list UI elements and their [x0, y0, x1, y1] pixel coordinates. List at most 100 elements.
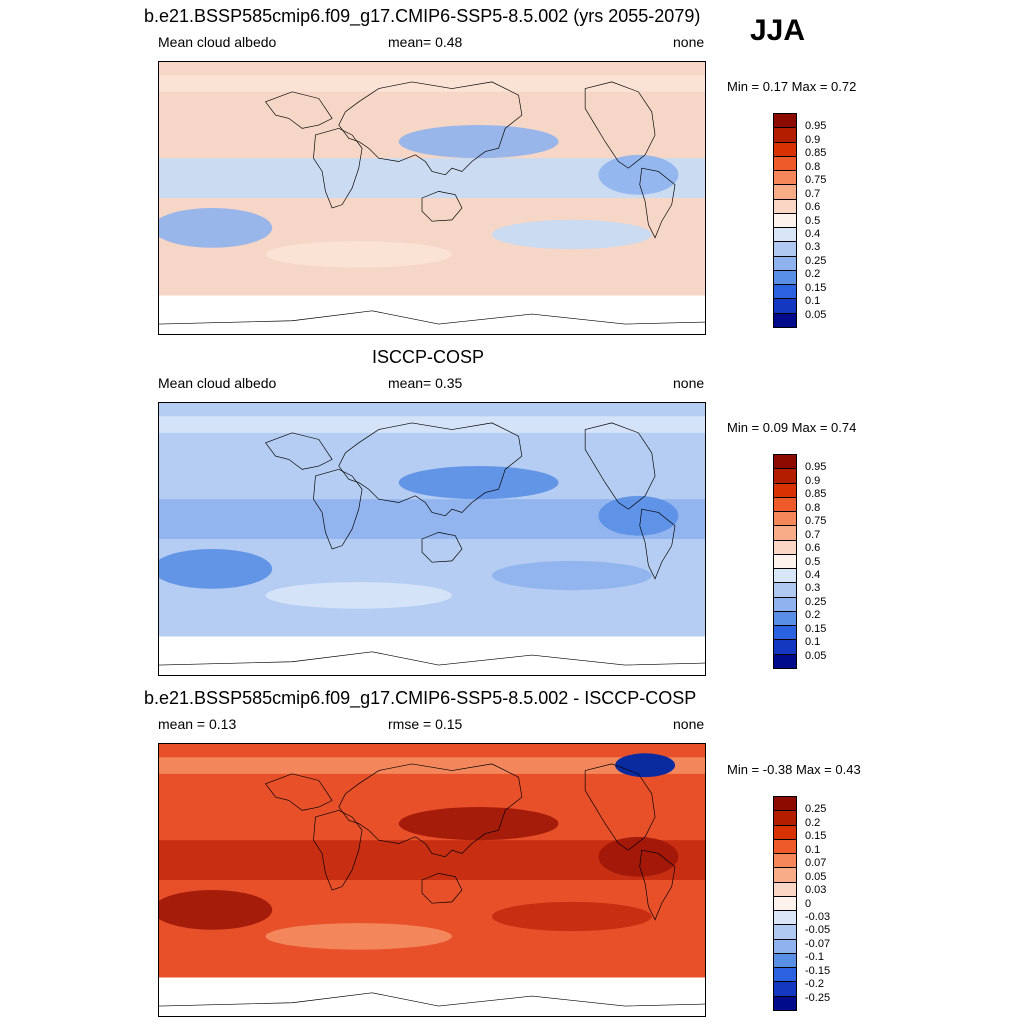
colorbar-swatch: [774, 285, 796, 300]
colorbar-swatch: [774, 156, 796, 172]
colorbar-tick-label: -0.15: [805, 964, 831, 977]
colorbar-swatch: [774, 797, 796, 812]
panel-2-map: [158, 402, 706, 676]
colorbar-swatch: [774, 540, 796, 555]
colorbar-swatch: [774, 171, 796, 186]
coastline: [265, 432, 333, 470]
colorbar-swatch: [774, 554, 796, 570]
colorbar-swatch: [774, 455, 796, 470]
colorbar-swatch: [774, 611, 796, 627]
colorbar-tick-label: -0.25: [805, 991, 831, 1004]
antarctica-coastline: [159, 992, 705, 1007]
panel-1-colorbar: [773, 113, 797, 328]
coastline: [421, 532, 463, 563]
coastline: [313, 809, 363, 891]
colorbar-swatch: [774, 968, 796, 983]
panel-3-colorbar: [773, 796, 797, 1011]
colorbar-swatch: [774, 256, 796, 271]
coastline: [584, 81, 656, 169]
colorbar-tick-label: 0.05: [805, 870, 827, 883]
colorbar-tick-label: 0.1: [805, 636, 821, 649]
field-negative-patch: [615, 753, 676, 778]
colorbar-swatch: [774, 911, 796, 926]
colorbar-swatch: [774, 626, 796, 641]
field-patch: [491, 560, 652, 591]
antarctica-mask: [159, 295, 705, 334]
panel-2-min-max: Min = 0.09 Max = 0.74: [727, 420, 857, 435]
field-patch: [398, 466, 559, 500]
colorbar-swatch: [774, 640, 796, 655]
panel-1-title: b.e21.BSSP585cmip6.f09_g17.CMIP6-SSP5-8.…: [144, 6, 701, 26]
colorbar-tick-label: 0.3: [805, 241, 821, 254]
panel-3-map: [158, 743, 706, 1017]
colorbar-tick-label: 0.85: [805, 147, 827, 160]
map-canvas: [159, 744, 705, 1016]
field-patch: [159, 548, 273, 589]
field-patch: [491, 219, 652, 250]
colorbar-swatch: [774, 512, 796, 527]
field-patch: [398, 807, 559, 841]
colorbar-swatch: [774, 497, 796, 513]
field-patch: [265, 582, 452, 609]
colorbar-swatch: [774, 469, 796, 484]
colorbar-tick-label: 0.95: [805, 461, 827, 474]
colorbar-tick-label: 0.6: [805, 542, 821, 555]
colorbar-swatch: [774, 839, 796, 855]
panel-2-units-label: none: [673, 375, 705, 391]
colorbar-tick-label: 0.25: [805, 595, 827, 608]
antarctica-coastline: [159, 651, 705, 666]
colorbar-swatch: [774, 142, 796, 157]
panel-1-min-max: Min = 0.17 Max = 0.72: [727, 79, 857, 94]
colorbar-tick-label: 0.3: [805, 582, 821, 595]
field-patch: [265, 923, 452, 950]
colorbar-tick-label: 0.4: [805, 227, 821, 240]
coastline: [421, 873, 463, 904]
colorbar-swatch: [774, 597, 796, 612]
colorbar-tick-label: 0.1: [805, 843, 821, 856]
colorbar-swatch: [774, 483, 796, 498]
panel-2-title: ISCCP-COSP: [372, 347, 485, 367]
colorbar-swatch: [774, 654, 796, 668]
coastline: [265, 773, 333, 811]
colorbar-tick-label: 0.15: [805, 622, 827, 635]
field-patch: [265, 241, 452, 268]
map-canvas: [159, 403, 705, 675]
panel-3-min-max: Min = -0.38 Max = 0.43: [727, 762, 861, 777]
colorbar-tick-label: 0.03: [805, 884, 827, 897]
field-patch: [598, 495, 679, 536]
colorbar-tick-label: 0.7: [805, 187, 821, 200]
panel-3-rmse-label: rmse = 0.15: [388, 716, 463, 732]
colorbar-tick-label: 0: [805, 897, 812, 910]
field-patch: [491, 901, 652, 932]
colorbar-tick-label: 0.4: [805, 568, 821, 581]
colorbar-tick-label: 0.95: [805, 120, 827, 133]
coastline: [421, 191, 463, 222]
colorbar-tick-label: 0.5: [805, 214, 821, 227]
antarctica-mask: [159, 977, 705, 1016]
colorbar-swatch: [774, 569, 796, 584]
colorbar-swatch: [774, 939, 796, 954]
colorbar-tick-label: 0.05: [805, 649, 827, 662]
colorbar-tick-label: 0.2: [805, 816, 821, 829]
panel-2-colorbar: [773, 454, 797, 669]
panel-1-mean-label: mean= 0.48: [388, 34, 463, 50]
field-patch: [598, 836, 679, 877]
colorbar-swatch: [774, 114, 796, 129]
colorbar-swatch: [774, 953, 796, 969]
coastline: [338, 763, 523, 858]
coastline: [313, 127, 363, 209]
colorbar-swatch: [774, 242, 796, 257]
colorbar-swatch: [774, 925, 796, 940]
colorbar-swatch: [774, 128, 796, 143]
colorbar-swatch: [774, 825, 796, 840]
coastline: [639, 849, 676, 921]
colorbar-tick-label: -0.05: [805, 924, 831, 937]
panel-1-variable-label: Mean cloud albedo: [158, 34, 277, 50]
panel-3-units-label: none: [673, 716, 705, 732]
panel-2-variable-label: Mean cloud albedo: [158, 375, 277, 391]
panel-1-map: [158, 61, 706, 335]
field-patch: [159, 889, 273, 930]
colorbar-tick-label: 0.5: [805, 555, 821, 568]
colorbar-swatch: [774, 185, 796, 200]
map-canvas: [159, 62, 705, 334]
